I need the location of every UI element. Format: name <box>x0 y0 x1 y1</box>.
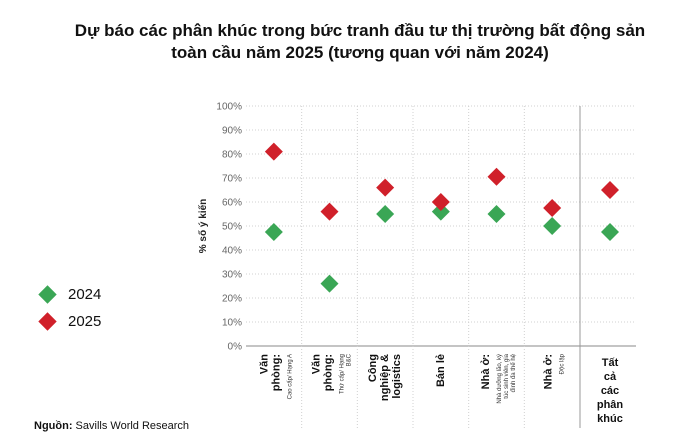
marker-2024 <box>601 223 619 241</box>
category-label: Nhà dưỡng lão, ký <box>497 354 503 404</box>
y-tick-label: 60% <box>222 198 242 209</box>
chart-title-line2: toàn cầu năm 2025 (tương quan với năm 20… <box>171 43 549 62</box>
category-label: Văn <box>311 354 323 374</box>
category-label: Tất <box>602 357 619 369</box>
y-tick-label: 100% <box>216 102 242 113</box>
marker-2025 <box>320 202 339 221</box>
source-text: Savills World Research <box>75 420 190 432</box>
category-label: Cao cấp/ Hạng A <box>287 354 293 399</box>
category-label: cả <box>604 371 617 383</box>
y-tick-label: 50% <box>222 222 242 233</box>
category-label: khúc <box>597 413 623 425</box>
marker-2025 <box>264 142 283 161</box>
category-label: phòng: <box>270 354 282 391</box>
category-label: phân <box>597 399 624 411</box>
source-label: Nguồn: <box>34 420 73 432</box>
y-tick-label: 30% <box>222 270 242 281</box>
category-label: Văn <box>258 354 270 374</box>
marker-2025 <box>376 178 395 197</box>
marker-2024 <box>376 205 395 223</box>
marker-2024 <box>543 217 562 235</box>
y-tick-label: 80% <box>222 150 242 161</box>
y-tick-label: 10% <box>222 318 242 329</box>
category-label: đình đa thế hệ <box>511 353 517 392</box>
marker-2025 <box>601 181 619 199</box>
marker-2024 <box>487 205 506 223</box>
y-tick-label: 20% <box>222 294 242 305</box>
marker-2024 <box>431 202 450 221</box>
category-label: Bán lẻ <box>435 354 447 387</box>
category-label: Nhà ở: <box>543 354 555 389</box>
category-label: B&C <box>347 353 353 366</box>
category-label: các <box>601 385 619 397</box>
category-label: Nhà ở: <box>480 354 492 389</box>
legend-item-2025: 2025 <box>38 310 101 332</box>
legend-label-2025: 2025 <box>68 312 102 330</box>
category-label: phòng: <box>323 354 335 391</box>
marker-2024 <box>320 274 339 293</box>
source-note: Nguồn: Savills World Research <box>34 420 189 432</box>
legend-item-2024: 2024 <box>38 283 101 305</box>
category-label: Độc lập <box>560 353 566 374</box>
chart-title-line1: Dự báo các phân khúc trong bức tranh đầu… <box>74 21 646 40</box>
category-label: nghiệp & <box>379 354 391 401</box>
legend-swatch-2025 <box>38 311 57 331</box>
chart-title: Dự báo các phân khúc trong bức tranh đầu… <box>40 20 680 64</box>
marker-2025 <box>543 199 562 217</box>
category-label: logistics <box>391 354 403 399</box>
marker-2025 <box>431 193 450 211</box>
category-label: Thứ cấp/ Hạng <box>340 354 346 394</box>
category-label: túc sinh viên, gia <box>504 353 510 398</box>
y-axis-label: % số ý kiến <box>197 199 209 253</box>
legend-swatch-2024 <box>38 284 57 304</box>
legend-label-2024: 2024 <box>68 285 102 303</box>
y-tick-label: 40% <box>222 246 242 257</box>
y-tick-label: 70% <box>222 174 242 185</box>
y-tick-label: 0% <box>228 342 243 353</box>
category-label: Công <box>367 354 379 382</box>
marker-2024 <box>264 223 283 241</box>
chart-legend: 2024 2025 <box>38 283 101 337</box>
marker-2025 <box>487 167 506 186</box>
y-tick-label: 90% <box>222 126 242 137</box>
